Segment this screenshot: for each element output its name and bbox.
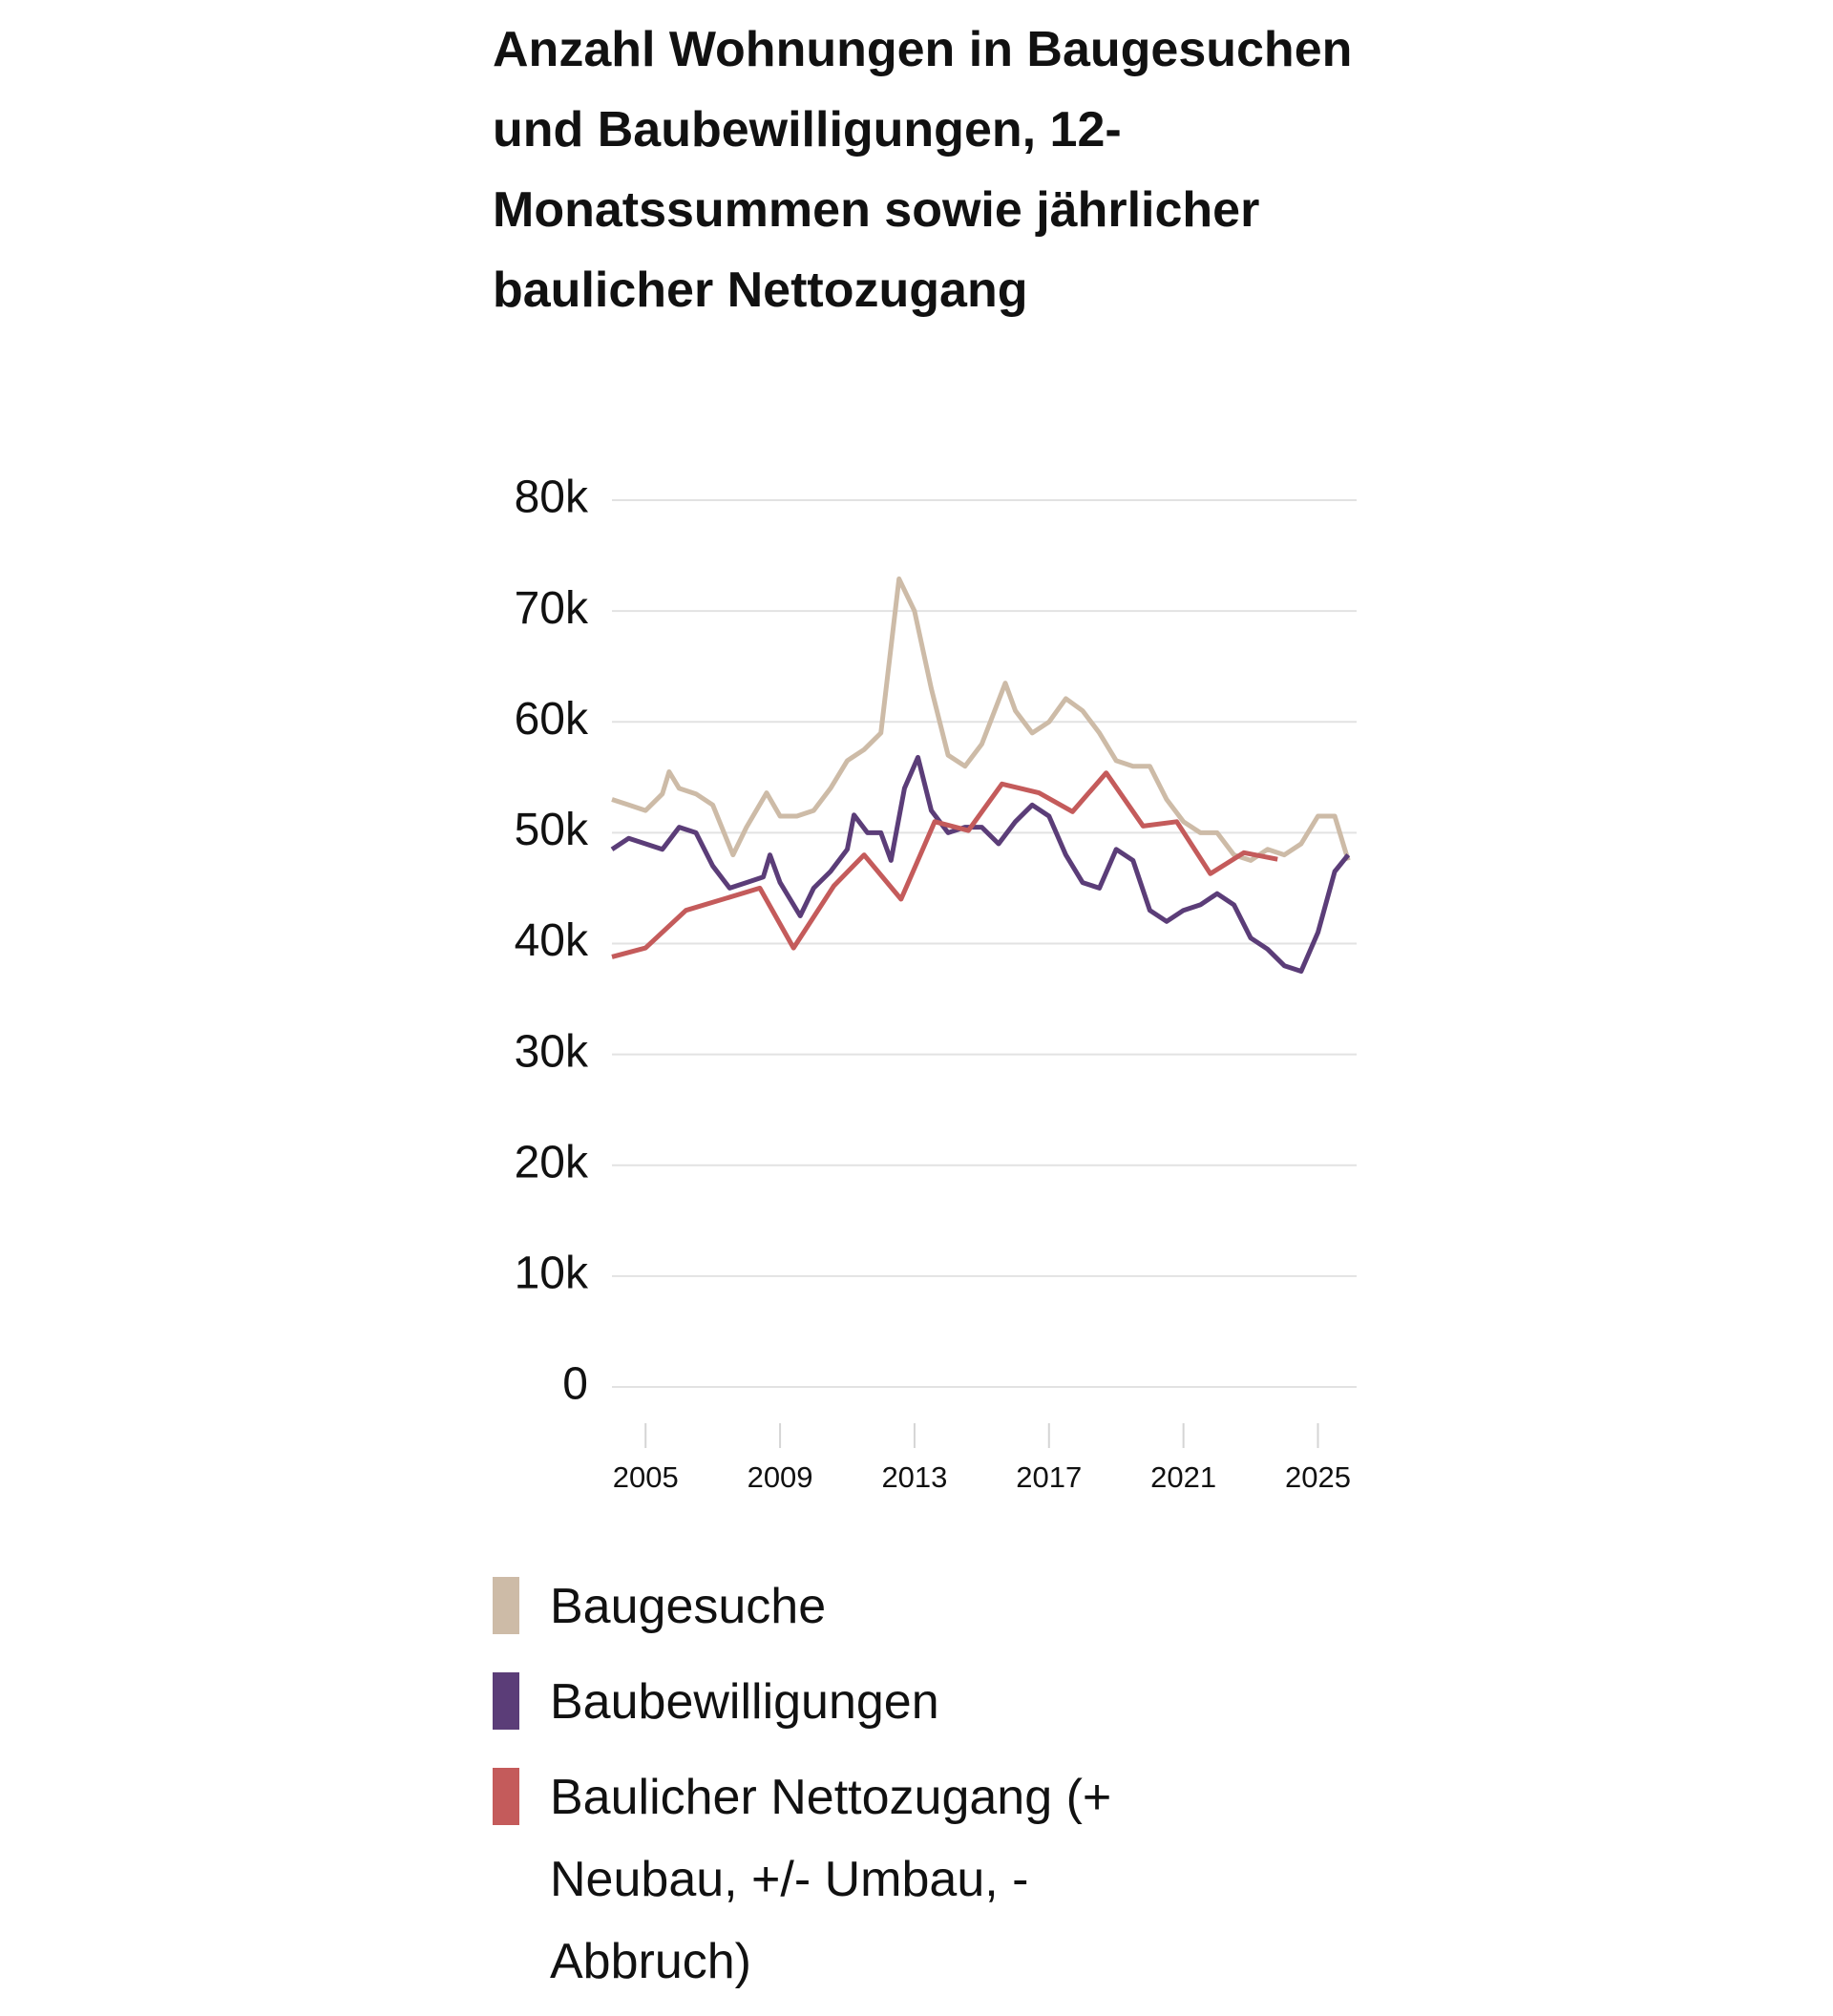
chart-title: Anzahl Wohnungen in Baugesuchen und Baub… xyxy=(493,22,1353,318)
series-line xyxy=(610,754,1351,974)
y-tick-label: 0 xyxy=(562,1359,588,1410)
x-tick-label: 2013 xyxy=(881,1460,947,1494)
x-tick-label: 2017 xyxy=(1016,1460,1082,1494)
legend: Baugesuche Baubewilligungen Baulicher Nett… xyxy=(493,1565,1123,2016)
y-tick-label: 20k xyxy=(515,1137,589,1187)
legend-label: Baugesuche xyxy=(550,1579,827,1634)
y-tick-label: 60k xyxy=(515,694,589,745)
chart: 0 10k 20k 30k 40k 50k 60k 70k 80k 2005 2009 2013 201… xyxy=(515,472,1357,1494)
x-tick-label: 2021 xyxy=(1150,1460,1216,1494)
legend-item: Baubewilligungen xyxy=(493,1661,1123,1743)
legend-label: Baubewilligungen xyxy=(550,1674,939,1730)
legend-swatch xyxy=(493,1577,519,1634)
series-line xyxy=(611,770,1278,959)
y-tick-label: 40k xyxy=(515,915,589,966)
legend-swatch xyxy=(493,1672,519,1730)
legend-item: Baugesuche xyxy=(493,1565,1123,1648)
y-tick-label: 80k xyxy=(515,472,589,523)
legend-item: Baulicher Nettozugang (+ Neubau, +/- Umb… xyxy=(493,1756,1123,2003)
legend-swatch xyxy=(493,1768,519,1825)
y-tick-label: 50k xyxy=(515,805,589,855)
x-tick-label: 2025 xyxy=(1285,1460,1351,1494)
x-tick-label: 2009 xyxy=(748,1460,813,1494)
y-tick-label: 70k xyxy=(515,583,589,634)
legend-label: Baulicher Nettozugang (+ Neubau, +/- Umb… xyxy=(550,1770,1112,1989)
series-line xyxy=(611,576,1351,863)
y-tick-label: 30k xyxy=(515,1026,589,1077)
x-tick-label: 2005 xyxy=(613,1460,679,1494)
y-tick-label: 10k xyxy=(515,1249,589,1299)
